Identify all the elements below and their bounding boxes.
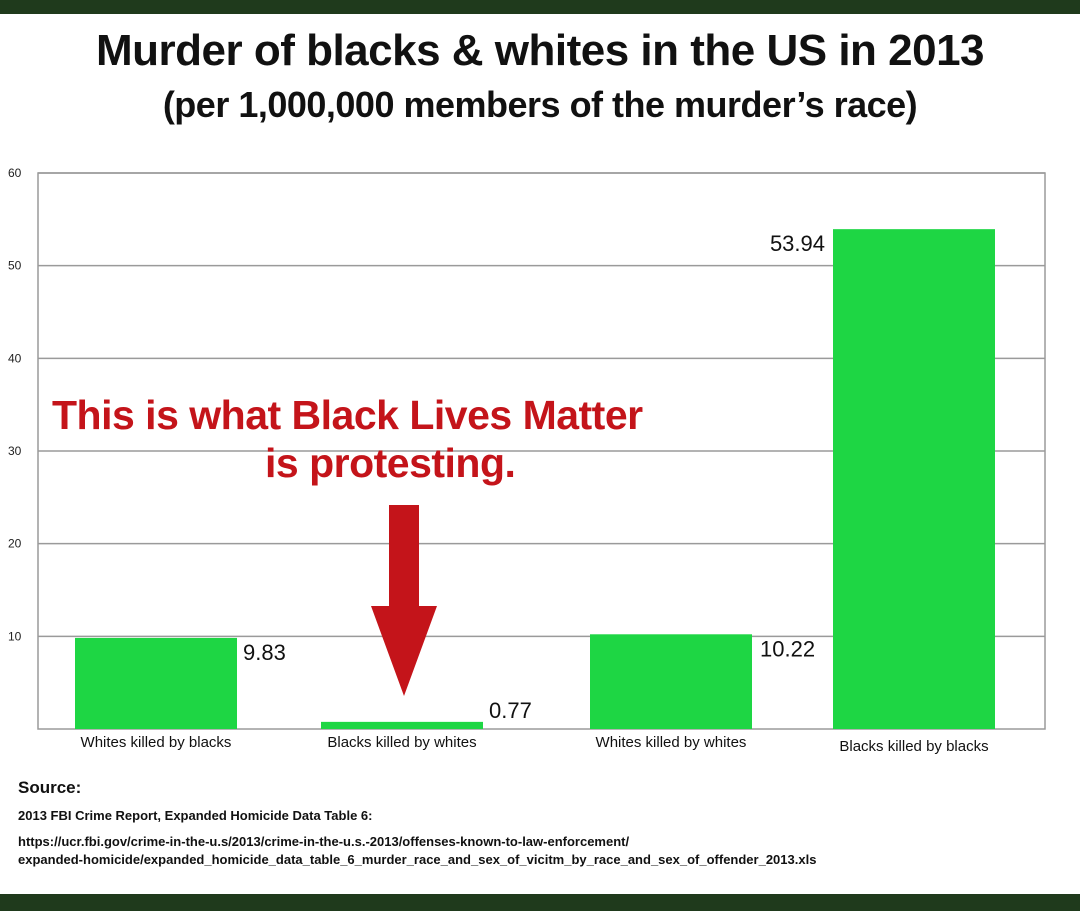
y-tick-label: 60 [8, 166, 22, 180]
source-url-line-1: https://ucr.fbi.gov/crime-in-the-u.s/201… [18, 834, 630, 849]
category-label: Blacks killed by whites [327, 734, 476, 751]
y-tick-label: 10 [8, 629, 22, 643]
annotation-arrow [371, 505, 437, 696]
y-tick-label: 50 [8, 259, 22, 273]
annotation-line-2: is protesting. [265, 440, 516, 486]
y-axis: 10 20 30 40 50 60 [8, 166, 22, 643]
source-label: Source: [18, 778, 82, 797]
y-tick-label: 30 [8, 444, 22, 458]
value-label: 53.94 [770, 231, 825, 256]
category-label: Whites killed by blacks [81, 734, 232, 751]
chart-title: Murder of blacks & whites in the US in 2… [95, 26, 985, 75]
value-labels: 9.83 0.77 10.22 53.94 [243, 231, 825, 723]
chart-subtitle: (per 1,000,000 members of the murder’s r… [162, 84, 918, 125]
x-axis: Whites killed by blacks Blacks killed by … [81, 734, 989, 755]
bar [321, 721, 483, 729]
y-tick-label: 40 [8, 351, 22, 365]
value-label: 0.77 [489, 698, 532, 723]
bar [590, 634, 752, 729]
source-reference: 2013 FBI Crime Report, Expanded Homicide… [18, 808, 373, 823]
bar [75, 637, 237, 729]
source-url-line-2: expanded-homicide/expanded_homicide_data… [18, 852, 817, 867]
bar [833, 229, 995, 729]
annotation-line-1: This is what Black Lives Matter [52, 392, 643, 438]
value-label: 10.22 [760, 636, 815, 661]
value-label: 9.83 [243, 640, 286, 665]
bars [75, 229, 995, 729]
category-label: Blacks killed by blacks [839, 738, 988, 755]
y-tick-label: 20 [8, 537, 22, 551]
down-arrow-icon [371, 505, 437, 696]
category-label: Whites killed by whites [596, 734, 747, 751]
